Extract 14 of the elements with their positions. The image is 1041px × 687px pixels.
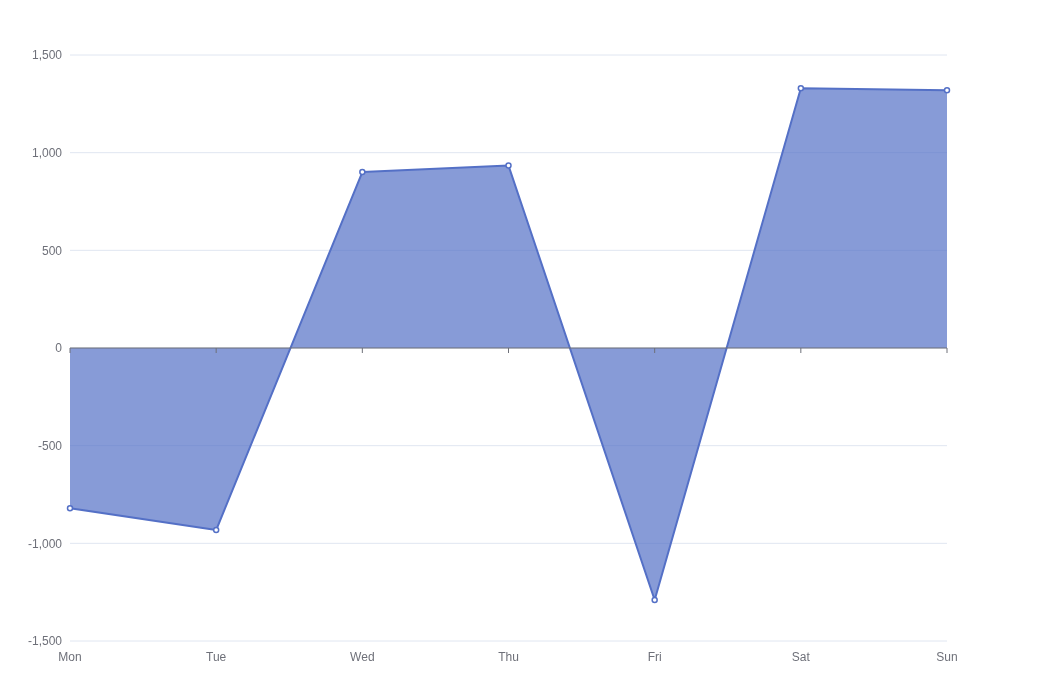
y-tick-label: 1,000: [31, 145, 63, 160]
x-tick-label: Tue: [206, 650, 227, 664]
y-tick-label: -1,500: [27, 634, 63, 649]
x-tick-label: Mon: [58, 650, 82, 664]
x-tick-label: Sun: [936, 650, 958, 664]
x-tick-label: Wed: [350, 650, 375, 664]
y-tick-label: 500: [41, 243, 63, 258]
x-tick-label: Sat: [791, 650, 811, 664]
y-tick-label: -500: [37, 438, 63, 453]
y-tick-label: 0: [55, 341, 63, 356]
x-tick-label: Fri: [647, 650, 662, 664]
x-tick-label: Thu: [498, 650, 519, 664]
y-tick-label: 1,500: [31, 48, 63, 63]
y-tick-label: -1,000: [27, 536, 63, 551]
